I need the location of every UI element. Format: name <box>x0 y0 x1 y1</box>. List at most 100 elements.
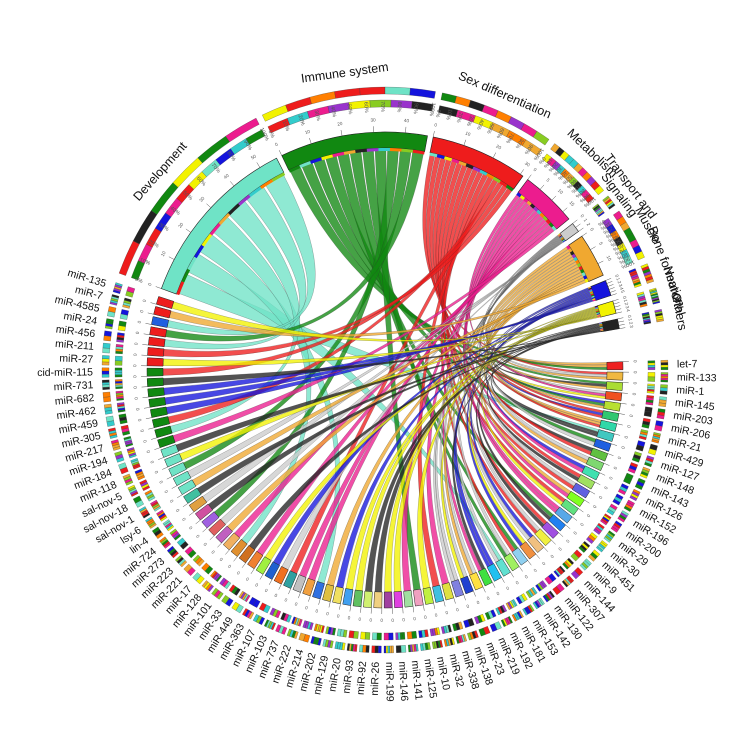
mirna-arc-mir-194[interactable] <box>157 434 176 449</box>
mirna-arc-mir-27[interactable] <box>146 357 164 367</box>
mirna-arc-mir-429[interactable] <box>596 429 615 442</box>
mirna-composition-segment <box>588 554 596 562</box>
mirna-arc-mir-7[interactable] <box>153 306 172 319</box>
mirna-arc-mir-737[interactable] <box>292 574 307 593</box>
group-composition-segment <box>639 303 648 308</box>
mirna-arc-sal-nov-5[interactable] <box>168 462 187 477</box>
mirna-arc-mir-202[interactable] <box>322 583 335 602</box>
mirna-arc-lsy-6[interactable] <box>183 487 202 504</box>
group-band-development <box>181 268 191 283</box>
mirna-arc-mir-203[interactable] <box>603 400 621 412</box>
mirna-arc-mir-118[interactable] <box>164 453 183 468</box>
mirna-arc-mir-129[interactable] <box>332 586 344 605</box>
mirna-arc-mir-152[interactable] <box>576 474 596 490</box>
mirna-arc-mir-26[interactable] <box>373 591 383 609</box>
mirna-arc-mir-196[interactable] <box>571 482 591 499</box>
mirna-composition-segment <box>348 630 355 639</box>
mirna-arc-mir-221[interactable] <box>215 525 233 544</box>
mirna-arc-mir-17[interactable] <box>222 532 241 551</box>
mirna-arc-mir-449[interactable] <box>255 556 272 575</box>
mirna-arc-mir-459[interactable] <box>150 406 168 418</box>
mirna-composition-segment <box>231 601 240 611</box>
group-tick <box>608 287 615 290</box>
group-label-sex-differentiation: Sex differentiation <box>456 69 553 122</box>
mirna-arc-let-7[interactable] <box>606 361 624 371</box>
mirna-arc-mir-103[interactable] <box>283 570 298 589</box>
mirna-tick-label: 0 <box>608 476 614 481</box>
mirna-tick-label: 0 <box>169 498 175 503</box>
mirna-arc-mir-682[interactable] <box>147 387 165 398</box>
mirna-arc-mir-338[interactable] <box>441 582 455 601</box>
mirna-arc-mir-24[interactable] <box>149 326 167 338</box>
mirna-arc-sal-nov-18[interactable] <box>172 470 192 487</box>
mirna-arc-mir-307[interactable] <box>527 534 545 553</box>
mirna-arc-mir-101[interactable] <box>238 545 256 564</box>
mirna-arc-mir-462[interactable] <box>148 397 167 408</box>
mirna-arc-mir-223[interactable] <box>208 518 226 537</box>
group-composition-segment <box>285 97 312 112</box>
mirna-arc-mir-146[interactable] <box>393 591 403 609</box>
mirna-arc-mir-29[interactable] <box>560 498 579 516</box>
mirna-arc-mir-200[interactable] <box>566 490 585 508</box>
mirna-arc-mir-4585[interactable] <box>151 316 169 328</box>
mirna-arc-mir-135[interactable] <box>155 296 175 309</box>
mirna-arc-mir-143[interactable] <box>585 456 605 472</box>
mirna-arc-mir-142[interactable] <box>503 552 520 572</box>
mirna-arc-mir-130[interactable] <box>511 547 529 566</box>
mirna-arc-mir-20[interactable] <box>342 588 354 606</box>
mirna-composition-segment <box>660 364 669 368</box>
mirna-arc-mir-273[interactable] <box>201 511 220 529</box>
mirna-arc-mir-184[interactable] <box>160 444 179 458</box>
mirna-arc-mir-305[interactable] <box>151 416 170 429</box>
mirna-arc-mir-456[interactable] <box>148 336 166 348</box>
mirna-arc-mir-122[interactable] <box>519 541 537 560</box>
mirna-arc-mir-30[interactable] <box>554 506 573 524</box>
mirna-arc-mir-181[interactable] <box>486 563 502 582</box>
mirna-arc-mir-144[interactable] <box>534 528 552 547</box>
group-arc-neuronal[interactable] <box>597 300 617 318</box>
mirna-arc-mir-148[interactable] <box>589 447 609 462</box>
mirna-arc-mir-126[interactable] <box>581 465 601 481</box>
mirna-composition-segment <box>134 468 143 474</box>
mirna-arc-mir-21[interactable] <box>599 419 618 432</box>
mirna-arc-mir-222[interactable] <box>302 577 316 597</box>
mirna-arc-mir-192[interactable] <box>478 567 493 587</box>
mirna-arc-mir-92[interactable] <box>363 590 373 608</box>
mirna-arc-mir-214[interactable] <box>312 581 325 600</box>
mirna-arc-mir-32[interactable] <box>432 584 445 603</box>
mirna-arc-lin-4[interactable] <box>188 495 208 513</box>
mirna-arc-mir-217[interactable] <box>154 425 173 439</box>
mirna-tick <box>349 605 351 612</box>
mirna-arc-mir-724[interactable] <box>194 503 214 521</box>
mirna-arc-mir-133[interactable] <box>606 371 624 381</box>
mirna-tick <box>463 594 466 601</box>
mirna-arc-mir-107[interactable] <box>273 566 289 585</box>
mirna-arc-cid-mir-115[interactable] <box>146 367 164 377</box>
mirna-arc-mir-33[interactable] <box>247 550 264 570</box>
mirna-arc-mir-206[interactable] <box>601 410 620 422</box>
mirna-composition-segment <box>310 636 315 644</box>
mirna-composition-segment <box>114 372 123 375</box>
mirna-arc-mir-127[interactable] <box>593 438 612 452</box>
percent-scale-label: 90% <box>618 255 630 265</box>
group-arc-others[interactable] <box>601 318 620 332</box>
mirna-arc-mir-23[interactable] <box>460 575 474 595</box>
mirna-arc-mir-451[interactable] <box>548 514 567 532</box>
mirna-arc-mir-363[interactable] <box>264 561 280 580</box>
mirna-arc-mir-93[interactable] <box>352 589 363 608</box>
mirna-arc-mir-199[interactable] <box>383 591 393 609</box>
mirna-composition-segment <box>586 536 594 544</box>
mirna-arc-mir-138[interactable] <box>450 579 464 598</box>
mirna-arc-mir-145[interactable] <box>604 391 623 402</box>
mirna-arc-mir-128[interactable] <box>230 538 248 557</box>
mirna-arc-mir-219[interactable] <box>469 571 484 591</box>
mirna-arc-mir-125[interactable] <box>412 588 424 607</box>
mirna-arc-mir-1[interactable] <box>605 381 623 391</box>
mirna-arc-mir-10[interactable] <box>422 587 434 605</box>
mirna-arc-mir-9[interactable] <box>541 521 560 539</box>
mirna-arc-mir-211[interactable] <box>147 347 165 357</box>
mirna-arc-mir-141[interactable] <box>403 590 414 608</box>
mirna-arc-sal-nov-1[interactable] <box>177 479 197 496</box>
mirna-arc-mir-731[interactable] <box>146 377 164 387</box>
mirna-arc-mir-153[interactable] <box>495 558 511 577</box>
